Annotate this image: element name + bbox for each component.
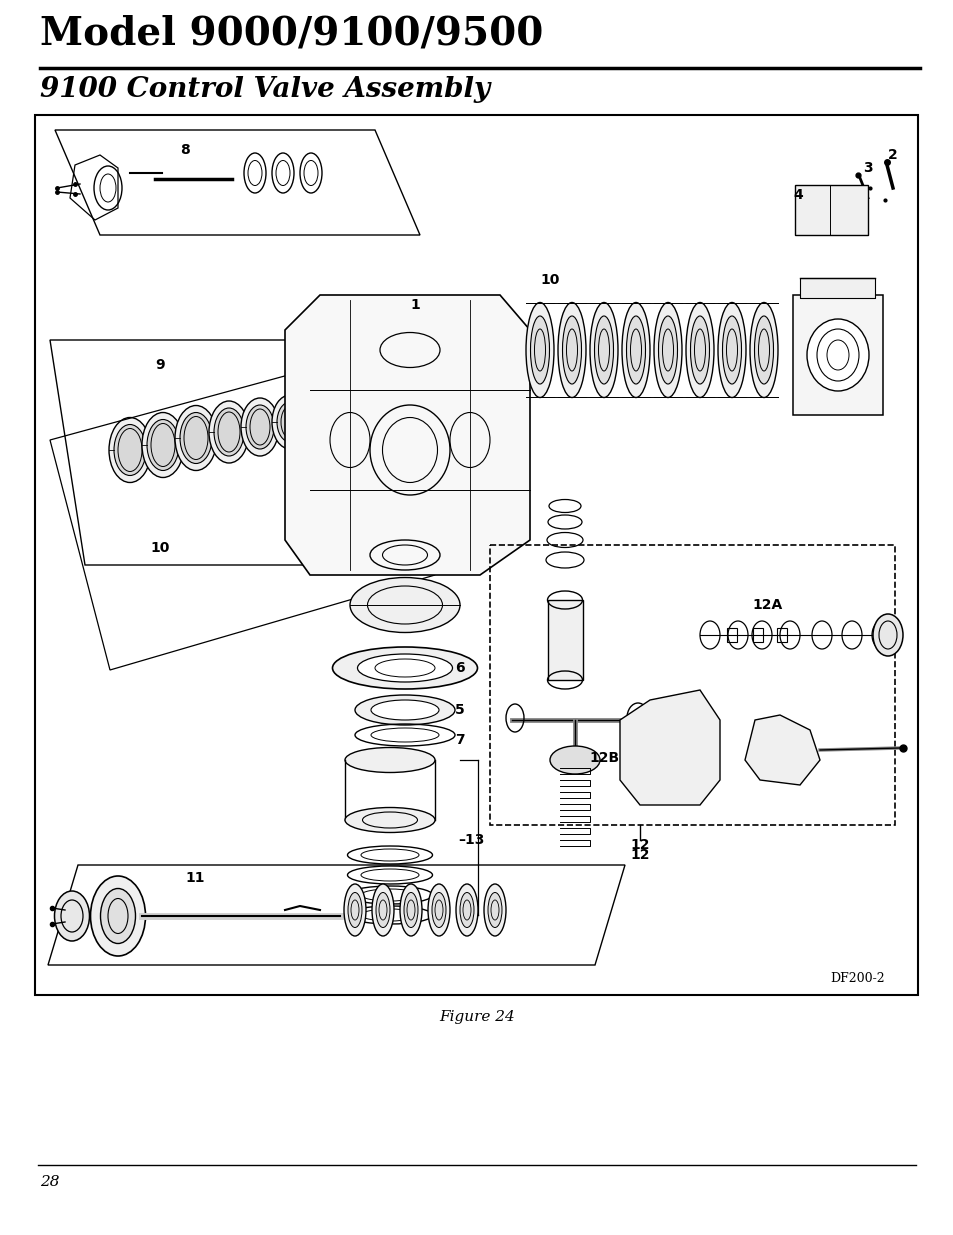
Ellipse shape (276, 403, 303, 442)
Ellipse shape (100, 888, 135, 944)
Ellipse shape (357, 655, 452, 682)
Ellipse shape (685, 303, 713, 398)
Text: 12B: 12B (589, 751, 619, 764)
Text: Figure 24: Figure 24 (438, 1010, 515, 1024)
Ellipse shape (345, 808, 435, 832)
Text: 11: 11 (185, 871, 205, 885)
Ellipse shape (355, 695, 455, 725)
Ellipse shape (550, 746, 599, 774)
Ellipse shape (142, 412, 184, 478)
Text: 10: 10 (151, 541, 170, 555)
Ellipse shape (658, 316, 677, 384)
Ellipse shape (333, 647, 477, 689)
Bar (776, 629, 786, 642)
Ellipse shape (749, 303, 778, 398)
Ellipse shape (54, 890, 90, 941)
Ellipse shape (754, 316, 773, 384)
Text: 9100 Control Valve Assembly: 9100 Control Valve Assembly (40, 77, 490, 103)
Ellipse shape (345, 747, 435, 773)
Ellipse shape (371, 700, 438, 720)
Ellipse shape (246, 405, 274, 450)
Ellipse shape (654, 303, 681, 398)
Ellipse shape (147, 420, 179, 471)
Bar (752, 629, 762, 642)
Text: 3: 3 (862, 161, 872, 175)
Polygon shape (285, 295, 530, 576)
Text: 28: 28 (40, 1174, 59, 1189)
Ellipse shape (558, 303, 585, 398)
Ellipse shape (372, 884, 394, 936)
Ellipse shape (530, 316, 549, 384)
Ellipse shape (626, 316, 645, 384)
Ellipse shape (113, 425, 146, 475)
Ellipse shape (721, 316, 740, 384)
Ellipse shape (690, 316, 709, 384)
Ellipse shape (403, 893, 417, 927)
Ellipse shape (174, 405, 216, 471)
Bar (547, 600, 582, 680)
Ellipse shape (209, 401, 249, 463)
Ellipse shape (180, 412, 212, 463)
Polygon shape (744, 715, 820, 785)
Text: 12: 12 (630, 848, 649, 862)
Text: 7: 7 (455, 734, 464, 747)
Ellipse shape (459, 893, 474, 927)
Text: 5: 5 (455, 703, 464, 718)
Ellipse shape (348, 893, 361, 927)
Ellipse shape (488, 893, 501, 927)
Text: 8: 8 (180, 143, 190, 157)
Ellipse shape (621, 303, 649, 398)
Text: 10: 10 (539, 273, 559, 287)
Ellipse shape (806, 319, 868, 391)
Ellipse shape (241, 398, 278, 456)
Polygon shape (619, 690, 720, 805)
Ellipse shape (350, 578, 459, 632)
Text: 1: 1 (410, 298, 419, 312)
Ellipse shape (594, 316, 613, 384)
Ellipse shape (109, 417, 151, 483)
Text: 12A: 12A (752, 598, 782, 613)
Ellipse shape (428, 884, 450, 936)
Bar (792, 295, 882, 415)
Ellipse shape (272, 395, 308, 450)
Ellipse shape (91, 876, 146, 956)
Bar (35, 115, 917, 995)
Bar (794, 185, 867, 235)
Text: DF200-2: DF200-2 (829, 972, 883, 986)
Ellipse shape (872, 614, 902, 656)
Ellipse shape (344, 884, 366, 936)
Text: 9: 9 (155, 358, 165, 372)
Ellipse shape (718, 303, 745, 398)
Bar (490, 545, 894, 825)
Text: Model 9000/9100/9500: Model 9000/9100/9500 (40, 15, 543, 53)
Text: 12: 12 (630, 839, 649, 852)
Ellipse shape (589, 303, 618, 398)
Bar (726, 629, 737, 642)
Text: 6: 6 (455, 661, 464, 676)
Ellipse shape (456, 884, 477, 936)
Ellipse shape (399, 884, 421, 936)
Bar (800, 278, 874, 298)
Ellipse shape (483, 884, 505, 936)
Text: 4: 4 (792, 188, 802, 203)
Text: 2: 2 (887, 148, 897, 162)
Ellipse shape (525, 303, 554, 398)
Text: –13: –13 (457, 832, 484, 847)
Ellipse shape (562, 316, 581, 384)
Ellipse shape (213, 408, 244, 456)
Ellipse shape (375, 893, 390, 927)
Ellipse shape (432, 893, 446, 927)
